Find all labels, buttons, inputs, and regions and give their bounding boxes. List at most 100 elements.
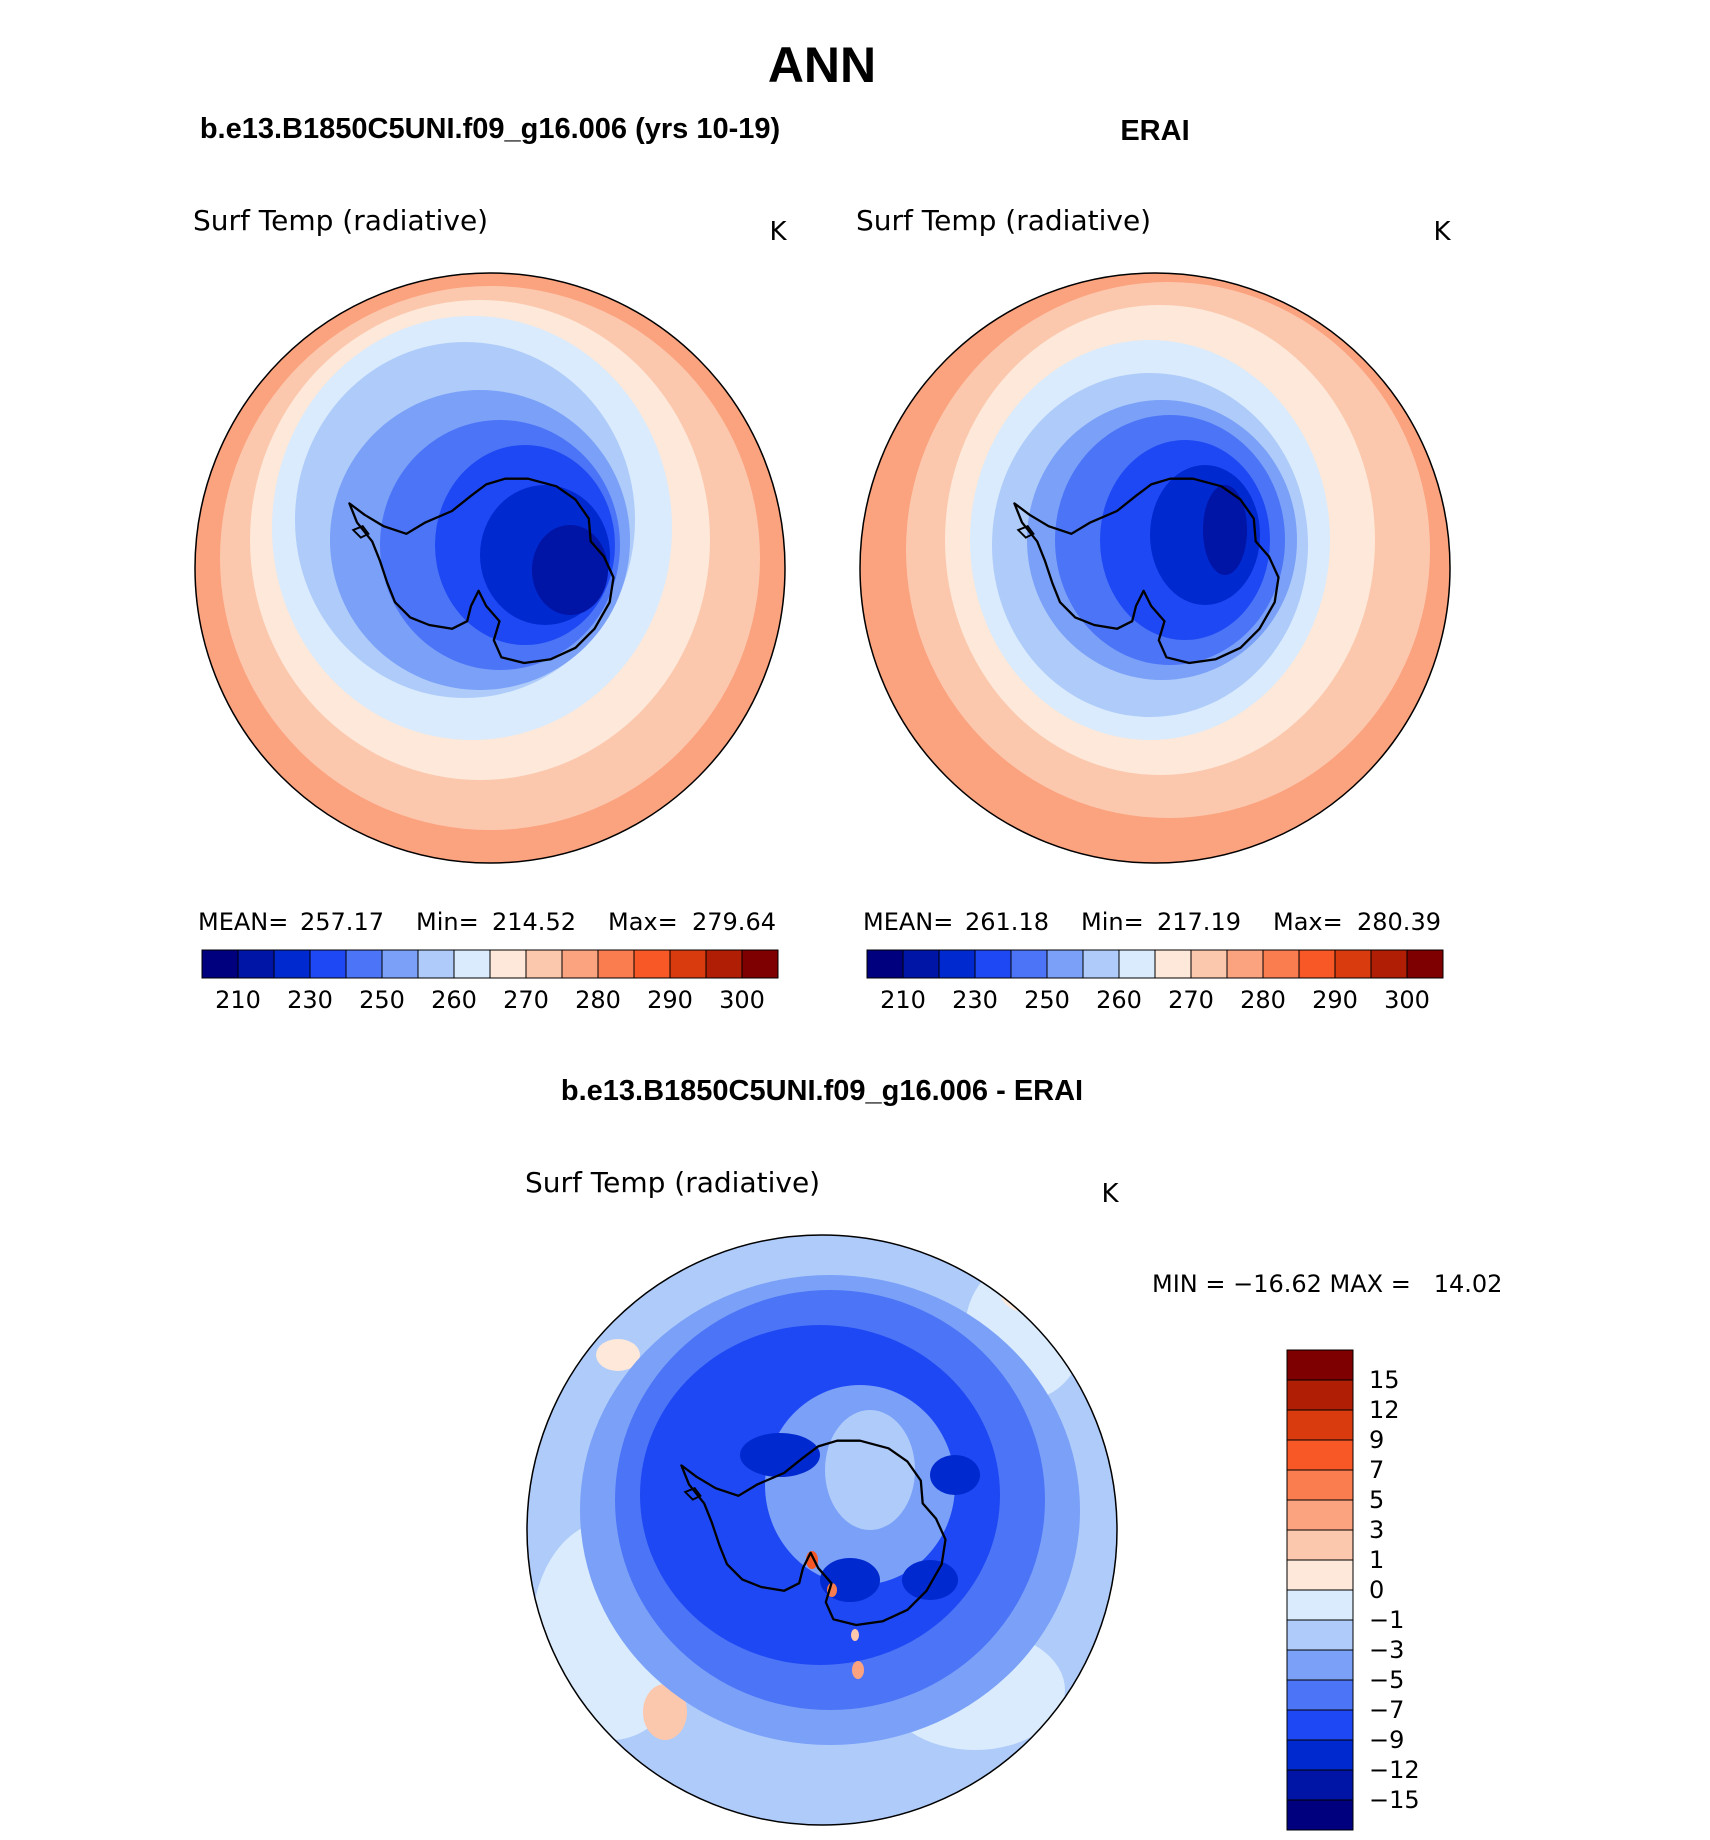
colorbar-swatch xyxy=(1370,949,1408,979)
colorbar-tick-label: −7 xyxy=(1369,1696,1404,1724)
colorbar-swatch xyxy=(866,949,904,979)
colorbar-tick-label: 250 xyxy=(359,986,405,1014)
colorbar-swatch xyxy=(1286,1769,1354,1801)
colorbar-swatch xyxy=(1286,1649,1354,1681)
colorbar-swatch xyxy=(1286,1349,1354,1381)
colorbar-tick-label: 300 xyxy=(719,986,765,1014)
panel-model-variable: Surf Temp (radiative) xyxy=(193,204,488,237)
colorbar-tick-label: −12 xyxy=(1369,1756,1420,1784)
map-diff-boundary xyxy=(526,1234,1118,1826)
panel-diff-variable: Surf Temp (radiative) xyxy=(525,1166,820,1199)
map-model-contour-220 xyxy=(532,525,608,615)
panel-obs-max-value: 280.39 xyxy=(1357,908,1441,936)
colorbar-swatch xyxy=(273,949,311,979)
colorbar-tick-label: 12 xyxy=(1369,1396,1400,1424)
colorbar-tick-label: −5 xyxy=(1369,1666,1404,1694)
colorbar-tick-label: 3 xyxy=(1369,1516,1384,1544)
panel-diff-minmax: MIN = −16.62 MAX = 14.02 xyxy=(1152,1270,1502,1298)
colorbar-swatch xyxy=(1286,1739,1354,1771)
map-diff-patch-positive-2 xyxy=(1000,1270,1070,1314)
panel-model-mean-label: MEAN= xyxy=(198,908,288,936)
colorbar-swatch xyxy=(902,949,940,979)
colorbar-swatch xyxy=(1046,949,1084,979)
colorbar-swatch xyxy=(1262,949,1300,979)
colorbar-swatch xyxy=(1406,949,1444,979)
colorbar-swatch xyxy=(1226,949,1264,979)
colorbar-tick-label: 210 xyxy=(880,986,926,1014)
panel-obs-max-label: Max= xyxy=(1273,908,1343,936)
colorbar-swatch xyxy=(237,949,275,979)
colorbar-swatch xyxy=(1286,1619,1354,1651)
panel-model-max-value: 279.64 xyxy=(692,908,776,936)
panel-obs-mean-label: MEAN= xyxy=(863,908,953,936)
panel-obs-variable: Surf Temp (radiative) xyxy=(856,204,1151,237)
colorbar-tick-label: 5 xyxy=(1369,1486,1384,1514)
panel-obs-stats: MEAN= 261.18 Min= 217.19 Max= 280.39 xyxy=(863,908,1441,936)
colorbar-swatch xyxy=(1286,1589,1354,1621)
panel-model-units: K xyxy=(769,217,787,247)
colorbar-tick-label: 0 xyxy=(1369,1576,1384,1604)
colorbar-swatch xyxy=(1286,1529,1354,1561)
colorbar-swatch xyxy=(201,949,239,979)
panel-obs-min-label: Min= xyxy=(1081,908,1144,936)
figure-title: ANN xyxy=(768,37,876,93)
colorbar-swatch xyxy=(1286,1559,1354,1591)
colorbar-tick-label: −1 xyxy=(1369,1606,1404,1634)
colorbar-swatch xyxy=(669,949,707,979)
colorbar-swatch xyxy=(1118,949,1156,979)
colorbar-tick-label: 260 xyxy=(1096,986,1142,1014)
panel-model: b.e13.B1850C5UNI.f09_g16.006 (yrs 10-19)… xyxy=(193,113,787,1014)
panel-model-header: b.e13.B1850C5UNI.f09_g16.006 (yrs 10-19) xyxy=(200,113,780,145)
panel-obs-units: K xyxy=(1433,217,1451,247)
map-obs-contour-220 xyxy=(1203,485,1247,575)
colorbar-swatch xyxy=(1082,949,1120,979)
colorbar-swatch xyxy=(309,949,347,979)
colorbar-swatch xyxy=(974,949,1012,979)
colorbar-swatch xyxy=(1286,1679,1354,1711)
colorbar-swatch xyxy=(381,949,419,979)
colorbar-swatch xyxy=(1286,1799,1354,1831)
colorbar-tick-label: −3 xyxy=(1369,1636,1404,1664)
colorbar-swatch xyxy=(1298,949,1336,979)
colorbar-tick-label: 9 xyxy=(1369,1426,1384,1454)
colorbar-tick-label: 290 xyxy=(1312,986,1358,1014)
colorbar-tick-label: 230 xyxy=(287,986,333,1014)
colorbar-tick-label: 230 xyxy=(952,986,998,1014)
map-diff-interior-minus1 xyxy=(825,1410,915,1530)
panel-obs-mean-value: 261.18 xyxy=(965,908,1049,936)
map-diff-blob-minus9-2 xyxy=(902,1560,958,1600)
colorbar-tick-label: 250 xyxy=(1024,986,1070,1014)
map-model-boundary xyxy=(194,272,786,864)
colorbar-tick-label: 15 xyxy=(1369,1366,1400,1394)
map-diff-blob-minus9-1 xyxy=(740,1433,820,1477)
panel-model-min-value: 214.52 xyxy=(492,908,576,936)
colorbar-swatch xyxy=(597,949,635,979)
panel-obs-header: ERAI xyxy=(1120,115,1189,147)
map-diff xyxy=(527,1235,1117,1825)
colorbar-swatch xyxy=(1286,1439,1354,1471)
colorbar-tick-label: 270 xyxy=(1168,986,1214,1014)
panel-diff-units: K xyxy=(1101,1179,1119,1209)
map-diff-hotspot-4 xyxy=(851,1629,859,1641)
colorbar-model: 210 230 250 260 270 280 290 300 xyxy=(201,949,779,1014)
colorbar-tick-label: −9 xyxy=(1369,1726,1404,1754)
colorbar-swatch xyxy=(1334,949,1372,979)
colorbar-swatch xyxy=(345,949,383,979)
panel-diff: b.e13.B1850C5UNI.f09_g16.006 - ERAI Surf… xyxy=(525,1075,1502,1831)
map-diff-patch-positive-3 xyxy=(596,1339,640,1371)
colorbar-tick-label: 300 xyxy=(1384,986,1430,1014)
colorbar-swatch xyxy=(561,949,599,979)
colorbar-swatch xyxy=(1154,949,1192,979)
colorbar-tick-label: 280 xyxy=(1240,986,1286,1014)
colorbar-swatch xyxy=(489,949,527,979)
panel-model-stats: MEAN= 257.17 Min= 214.52 Max= 279.64 xyxy=(198,908,776,936)
panel-model-max-label: Max= xyxy=(608,908,678,936)
colorbar-tick-label: 7 xyxy=(1369,1456,1384,1484)
colorbar-swatch xyxy=(417,949,455,979)
colorbar-swatch xyxy=(1190,949,1228,979)
map-obs xyxy=(860,273,1450,863)
colorbar-swatch xyxy=(1286,1379,1354,1411)
colorbar-swatch xyxy=(453,949,491,979)
